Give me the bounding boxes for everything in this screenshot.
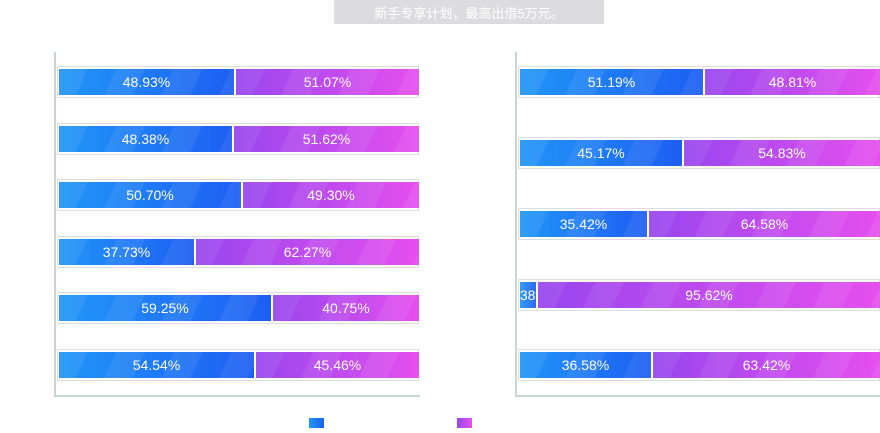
bar-track: 48.38% 51.62% [57, 123, 419, 155]
bar-segment-purple: 64.58% [647, 211, 880, 237]
bar-segment-blue: 51.19% [520, 69, 703, 95]
bar-segment-purple: 49.30% [241, 182, 419, 208]
bar-track: 36.58% 63.42% [518, 349, 880, 381]
bar-segment-blue: 35.42% [520, 211, 647, 237]
bar-segment-blue: 48.38% [59, 126, 232, 152]
bar-segment-blue: 4.38% [508, 282, 548, 308]
bar-segment-purple: 45.46% [254, 352, 419, 378]
bar-segment-purple: 40.75% [271, 295, 419, 321]
bar-track: 35.42% 64.58% [518, 208, 880, 240]
bar-segment-purple: 51.62% [232, 126, 419, 152]
bar-track: 45.17% 54.83% [518, 137, 880, 169]
right-bar-chart: 51.19% 48.81% 45.17% 54.83% 35.42% 64.58% 4.38… [508, 52, 880, 397]
x-axis-line [515, 395, 880, 397]
bar-segment-purple: 95.62% [536, 282, 880, 308]
bar-segment-purple: 62.27% [194, 239, 419, 265]
y-axis-line [515, 52, 517, 397]
bar-track: 50.70% 49.30% [57, 179, 419, 211]
bar-segment-blue: 54.54% [59, 352, 254, 378]
bar-segment-purple: 63.42% [651, 352, 880, 378]
left-bar-chart: 48.93% 51.07% 48.38% 51.62% 50.70% 49.30% 37.7… [54, 52, 420, 397]
bar-segment-blue: 50.70% [59, 182, 241, 208]
bar-track: 59.25% 40.75% [57, 292, 419, 324]
bar-segment-blue: 36.58% [520, 352, 651, 378]
bar-track: 54.54% 45.46% [57, 349, 419, 381]
bar-track: 48.93% 51.07% [57, 66, 419, 98]
promo-banner: 新手专享计划，最高出借5万元。 [334, 0, 604, 24]
bar-segment-blue: 48.93% [59, 69, 234, 95]
bar-track: 37.73% 62.27% [57, 236, 419, 268]
bar-segment-purple: 51.07% [234, 69, 419, 95]
legend-swatch-blue [309, 418, 324, 428]
bar-segment-blue: 37.73% [59, 239, 194, 265]
bar-segment-blue: 59.25% [59, 295, 271, 321]
x-axis-line [54, 395, 420, 397]
bar-track: 51.19% 48.81% [518, 66, 880, 98]
y-axis-line [54, 52, 56, 397]
bar-track: 4.38% 95.62% [508, 279, 880, 311]
bar-segment-blue: 45.17% [520, 140, 682, 166]
bar-segment-purple: 54.83% [682, 140, 880, 166]
legend-swatch-purple [457, 418, 472, 428]
bar-segment-purple: 48.81% [703, 69, 880, 95]
